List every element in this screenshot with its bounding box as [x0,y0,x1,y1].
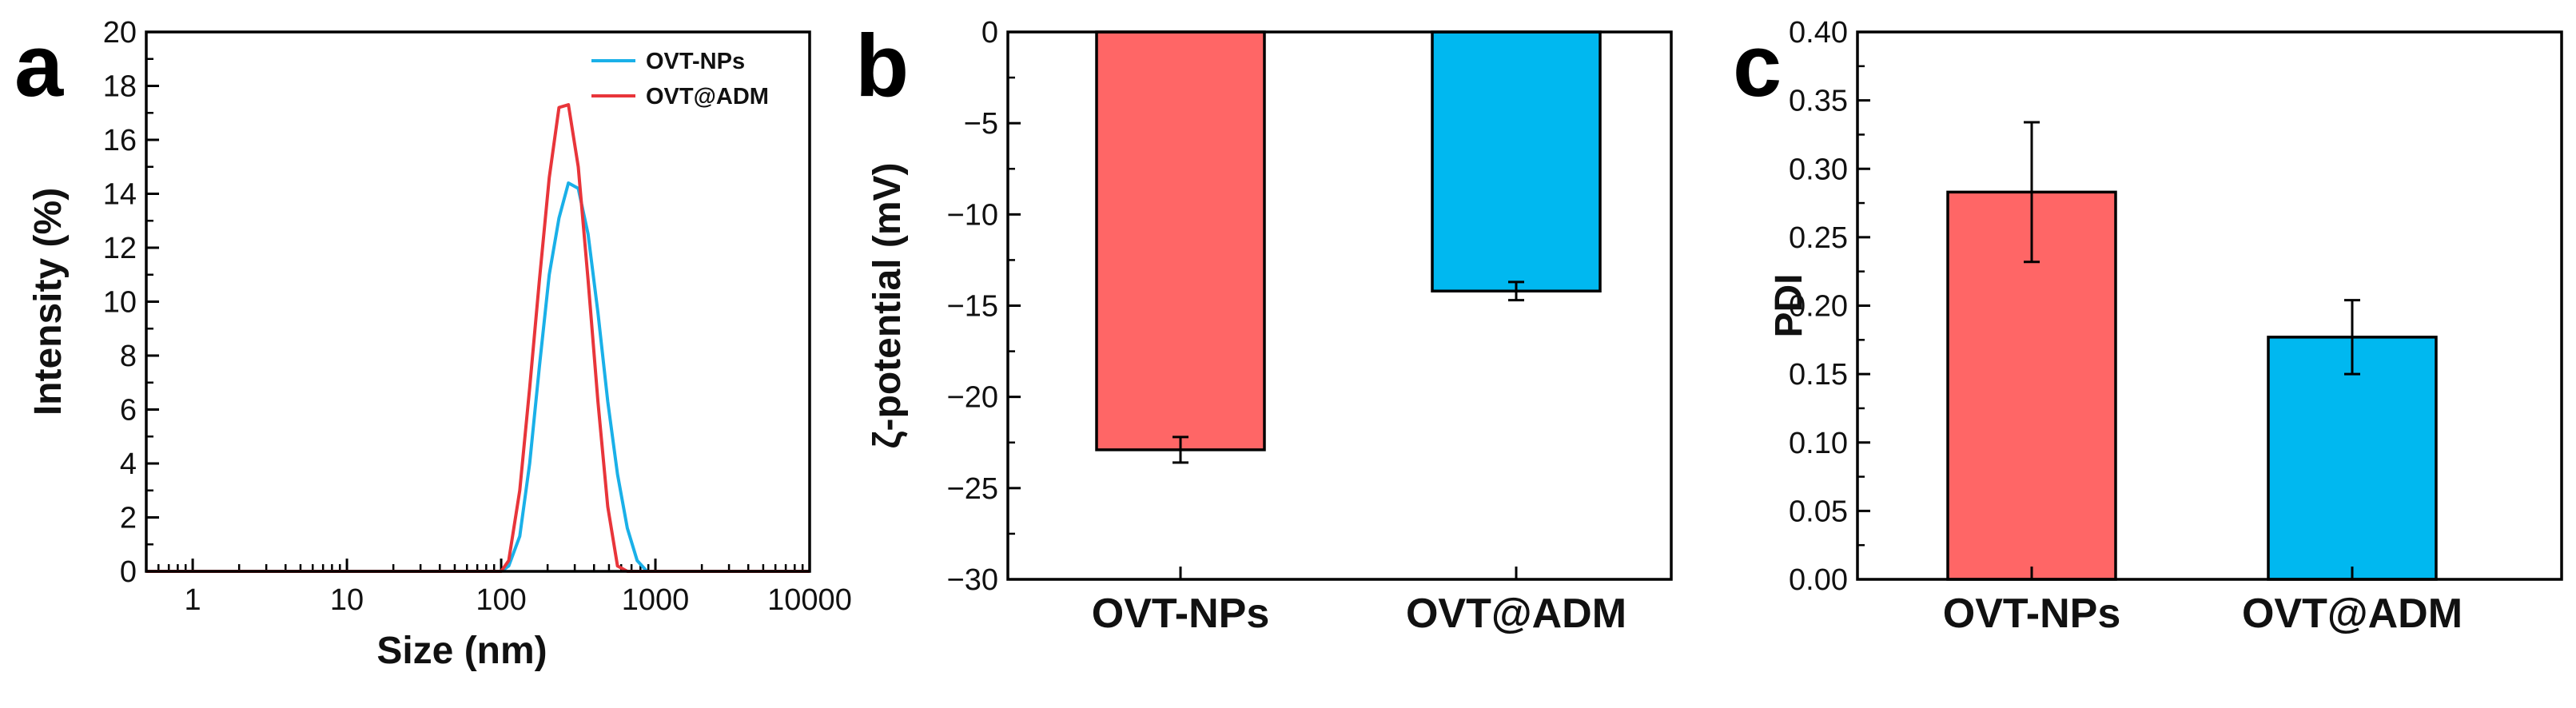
y-tick-label: 0.15 [1789,358,1848,392]
y-tick-label: 2 [120,502,137,535]
y-tick-label: 0.40 [1789,16,1848,50]
y-tick-label: 0.10 [1789,427,1848,460]
panel-letter-b: b [855,17,909,115]
y-tick-label: 0 [120,555,137,589]
y-tick-label: 18 [103,70,137,104]
y-tick-label: −25 [947,472,998,506]
panel-b: b −30 −25 −20 −15 −10 −5 0 ζ-potential (mV) OVT-N… [855,16,1673,637]
y-tick-label: 0.30 [1789,153,1848,186]
y-tick-label: 14 [103,178,137,212]
x-tick-label: 1 [185,583,201,617]
y-tick-label: 0.20 [1789,290,1848,324]
category-label: OVT@ADM [2242,591,2463,637]
y-tick-label: 10 [103,286,137,320]
y-tick-label: −30 [947,563,998,597]
x-tick-label: 100 [476,583,526,617]
x-axis-title: Size (nm) [376,630,547,672]
panel-letter-a: a [14,17,64,115]
panel-c: c 0.00 0.05 0.10 0.15 0.20 0.25 0.30 0.35 0.40 PDI… [1733,16,2563,637]
y-tick-label: −20 [947,381,998,415]
bar-ovt-adm [2267,336,2438,581]
y-tick-label: 0.35 [1789,85,1848,118]
y-tick-label: 20 [103,16,137,50]
y-tick-label: 16 [103,124,137,157]
x-tick-label: 10 [330,583,364,617]
y-tick-label: 0.25 [1789,221,1848,255]
category-label: OVT-NPs [1943,591,2121,637]
plot-frame [1856,30,2563,581]
legend-label: OVT-NPs [646,49,745,74]
series-line-ovt-adm [146,103,810,573]
y-tick-label: 0 [981,16,998,50]
panel-letter-c: c [1733,17,1782,115]
plot-frame [1006,30,1673,581]
series-line-ovt-nps [146,181,810,573]
x-tick-label: 1000 [622,583,690,617]
y-tick-label: 0.05 [1789,495,1848,528]
y-axis-title: PDI [1768,273,1810,337]
legend-label: OVT@ADM [646,84,769,109]
bar-ovt-nps [1095,30,1266,451]
plot-frame [145,30,811,573]
y-tick-label: −15 [947,290,998,324]
y-axis-title: Intensity (%) [27,188,70,416]
category-label: OVT-NPs [1092,591,1270,637]
panel-a: a 0 2 4 6 8 10 12 14 16 18 20 Intensity (%) 1 10 100 100… [14,16,852,672]
category-label: OVT@ADM [1406,591,1626,637]
y-tick-label: 0.00 [1789,563,1848,597]
y-tick-label: 8 [120,340,137,373]
y-tick-label: −5 [964,107,998,141]
y-tick-label: 12 [103,232,137,265]
y-axis-title: ζ-potential (mV) [866,162,909,448]
y-tick-label: 6 [120,394,137,428]
y-tick-label: 4 [120,447,137,481]
bar-ovt-adm [1431,30,1602,292]
y-tick-label: −10 [947,198,998,232]
x-tick-label: 10000 [767,583,852,617]
